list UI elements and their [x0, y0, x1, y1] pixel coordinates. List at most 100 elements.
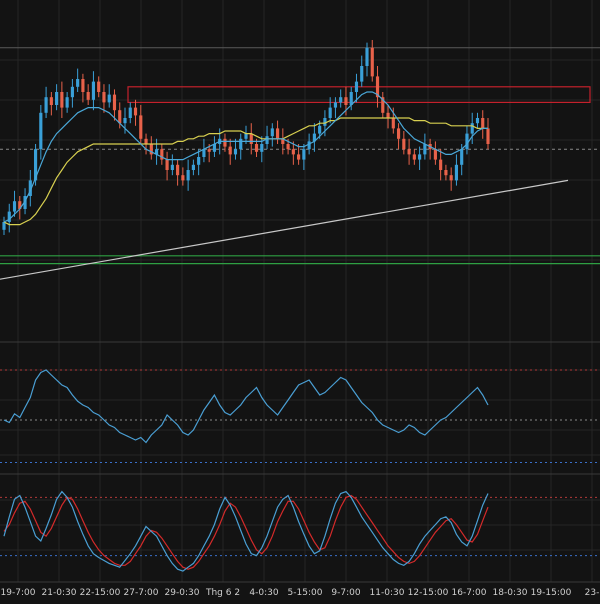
candle-body	[133, 107, 138, 116]
candle-body	[481, 118, 485, 129]
candle-body	[286, 144, 290, 150]
trend-line	[0, 179, 569, 280]
candle-body	[254, 144, 259, 152]
candle-body	[81, 79, 85, 92]
candle-body	[318, 125, 322, 134]
candle-body	[239, 138, 243, 150]
resistance-zone-box	[127, 86, 591, 104]
fast-moving-average-line	[3, 91, 488, 223]
price-panel	[0, 40, 600, 280]
candle-body	[191, 164, 195, 170]
time-axis-tick-label: 11-0:30	[370, 588, 405, 598]
candle-body	[444, 170, 448, 176]
candle-body	[465, 133, 469, 150]
candle-body	[139, 115, 143, 139]
candle-body	[375, 76, 380, 98]
candle-body	[454, 164, 459, 181]
candle-body	[307, 141, 311, 150]
candle-body	[97, 81, 101, 92]
candle-body	[270, 128, 274, 137]
candle-body	[233, 149, 238, 155]
candle-body	[112, 94, 117, 111]
candle-body	[107, 94, 111, 103]
candle-body	[386, 112, 390, 118]
candle-body	[344, 97, 348, 105]
time-axis-tick-label: 23-	[585, 588, 600, 598]
candle-body	[433, 149, 437, 160]
candle-body	[170, 164, 174, 170]
candle-body	[391, 118, 395, 129]
time-axis-tick-label: 16-7:00	[452, 588, 487, 598]
candle-body	[370, 47, 374, 77]
candle-body	[486, 128, 490, 144]
time-axis-tick-label: 21-0:30	[42, 588, 77, 598]
candle-body	[144, 138, 148, 144]
time-axis: 19-7:00 21-0:30 22-15:00 27-7:00 29-0:30 Thg …	[1, 588, 600, 598]
candle-body	[28, 180, 32, 196]
candle-body	[412, 154, 416, 160]
candle-body	[212, 144, 217, 152]
candle-body	[197, 157, 201, 165]
time-axis-tick-label: Thg 6 2	[205, 588, 240, 598]
candle-body	[60, 92, 64, 108]
candle-body	[76, 79, 80, 87]
candle-body	[402, 138, 406, 150]
candle-body	[354, 81, 359, 92]
time-axis-tick-label: 22-15:00	[80, 588, 121, 598]
rsi-panel	[0, 369, 600, 463]
candle-body	[339, 97, 343, 103]
candle-body	[33, 149, 38, 181]
candle-body	[365, 47, 369, 66]
candle-body	[312, 133, 316, 142]
candle-body	[470, 123, 474, 134]
time-axis-tick-label: 12-15:00	[408, 588, 449, 598]
candle-body	[244, 133, 248, 139]
time-axis-tick-label: 18-0:30	[493, 588, 528, 598]
candle-body	[7, 211, 11, 222]
candle-body	[55, 92, 59, 105]
candle-body	[149, 144, 153, 155]
candle-body	[275, 128, 280, 139]
panel-separators	[0, 341, 600, 583]
candle-body	[181, 175, 185, 181]
candle-body	[39, 112, 43, 150]
candle-body	[2, 222, 6, 230]
time-axis-tick-label: 19-7:00	[1, 588, 36, 598]
candle-body	[160, 149, 164, 160]
candle-body	[207, 149, 211, 152]
time-axis-tick-label: 4-0:30	[249, 588, 278, 598]
candle-body	[439, 159, 443, 170]
candle-body	[297, 154, 301, 160]
candle-body	[228, 146, 232, 155]
stochastic-k-line	[3, 490, 489, 572]
candle-body	[381, 97, 385, 113]
candle-body	[323, 118, 327, 126]
candle-body	[176, 164, 180, 176]
candle-body	[49, 97, 53, 105]
candle-body	[249, 133, 253, 144]
candle-body	[291, 149, 295, 155]
candle-body	[396, 128, 401, 139]
time-axis-tick-label: 5-15:00	[288, 588, 323, 598]
candle-body	[202, 149, 206, 157]
candle-body	[118, 110, 122, 124]
time-axis-tick-label: 9-7:00	[331, 588, 360, 598]
candle-body	[223, 138, 227, 147]
stochastic-panel	[0, 490, 600, 572]
time-axis-tick-label: 19-15:00	[531, 588, 572, 598]
candle-body	[260, 144, 264, 152]
candle-body	[407, 149, 411, 155]
candle-body	[91, 81, 96, 100]
time-axis-tick-label: 27-7:00	[124, 588, 159, 598]
candle-body	[23, 196, 27, 209]
candle-body	[349, 92, 353, 105]
candle-body	[128, 107, 132, 118]
time-axis-tick-label: 29-0:30	[165, 588, 200, 598]
candle-body	[333, 102, 338, 108]
candle-body	[281, 138, 285, 144]
candle-body	[328, 107, 332, 118]
candle-body	[65, 97, 69, 108]
candle-body	[123, 118, 127, 124]
candle-body	[44, 97, 48, 113]
candle-body	[165, 159, 169, 170]
